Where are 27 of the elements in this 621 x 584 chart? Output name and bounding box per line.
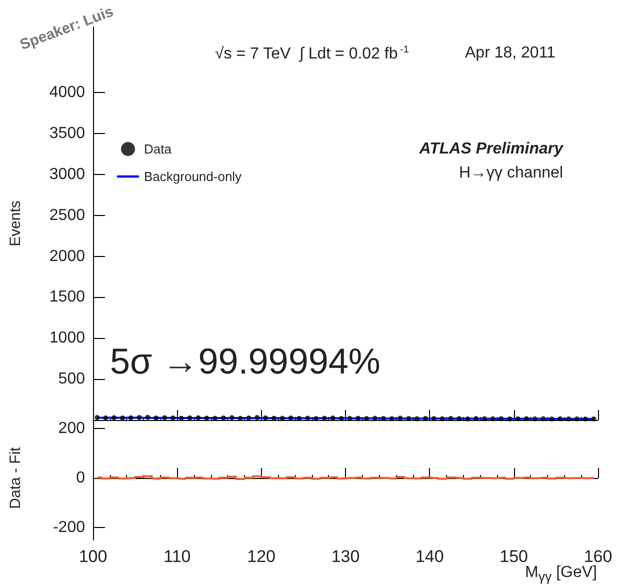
- annotation: H→γγ channel: [458, 164, 563, 182]
- x-tick-label: 160: [584, 547, 612, 566]
- x-axis-title: M$_{γγ}$ [GeV]: [524, 564, 597, 584]
- legend-label: Data: [144, 142, 172, 156]
- x-tick-label: 100: [78, 547, 108, 566]
- y-tick-label: 0: [76, 470, 86, 486]
- x-tick-label: 150: [500, 547, 528, 566]
- legend-label: Background-only: [144, 169, 242, 184]
- x-tick-label: 140: [415, 547, 444, 566]
- y-tick-label: 1000: [49, 330, 86, 347]
- x-tick-label: 120: [247, 547, 276, 566]
- y-tick-label: 2000: [49, 248, 86, 265]
- annotation: 5σ →99.99994%: [110, 340, 380, 382]
- y-tick-label: 3500: [49, 124, 86, 142]
- y-tick-label: 1500: [49, 288, 86, 306]
- y-tick-label: -200: [52, 519, 86, 536]
- y-tick-label: 2500: [49, 206, 86, 224]
- annotation: Apr 18, 2011: [465, 44, 556, 62]
- y-axis-title: Events: [7, 200, 24, 246]
- x-tick-label: 110: [164, 547, 191, 566]
- y-tick-label: 200: [58, 420, 86, 437]
- y-tick-label: 500: [58, 370, 86, 388]
- y-tick-label: 4000: [49, 84, 86, 101]
- x-tick-label: 130: [331, 547, 360, 566]
- annotation: ATLAS Preliminary: [418, 140, 564, 158]
- y-axis-title: Data - Fit: [7, 446, 24, 509]
- y-tick-label: 3000: [49, 166, 86, 183]
